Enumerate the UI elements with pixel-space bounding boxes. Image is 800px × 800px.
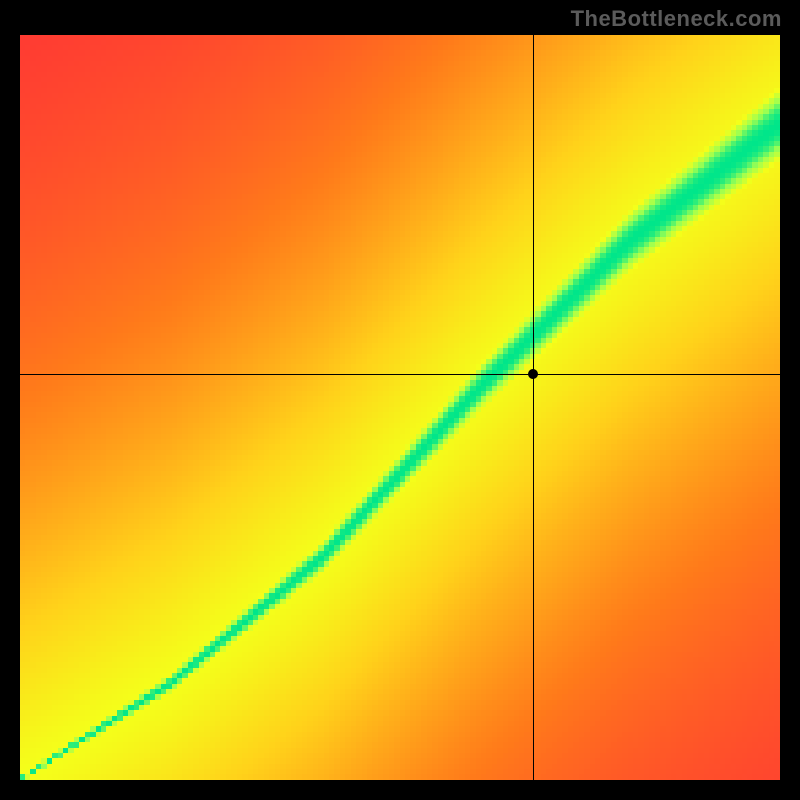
crosshair-marker <box>528 369 538 379</box>
crosshair-horizontal <box>20 374 780 375</box>
chart-container: TheBottleneck.com <box>0 0 800 800</box>
heatmap-canvas <box>20 35 780 780</box>
site-watermark: TheBottleneck.com <box>571 6 782 32</box>
plot-area <box>20 35 780 780</box>
crosshair-vertical <box>533 35 534 780</box>
